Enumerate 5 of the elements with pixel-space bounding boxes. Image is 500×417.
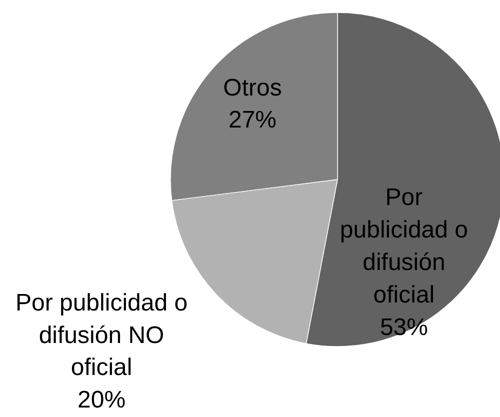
slice-label: Por publicidad o difusión NO oficial: [15, 289, 188, 382]
slice-label: Por publicidad o difusión oficial: [340, 184, 468, 308]
data-label: 20%: [78, 386, 126, 414]
data-label: 27%: [228, 106, 277, 134]
slice-label: Otros: [223, 74, 282, 102]
